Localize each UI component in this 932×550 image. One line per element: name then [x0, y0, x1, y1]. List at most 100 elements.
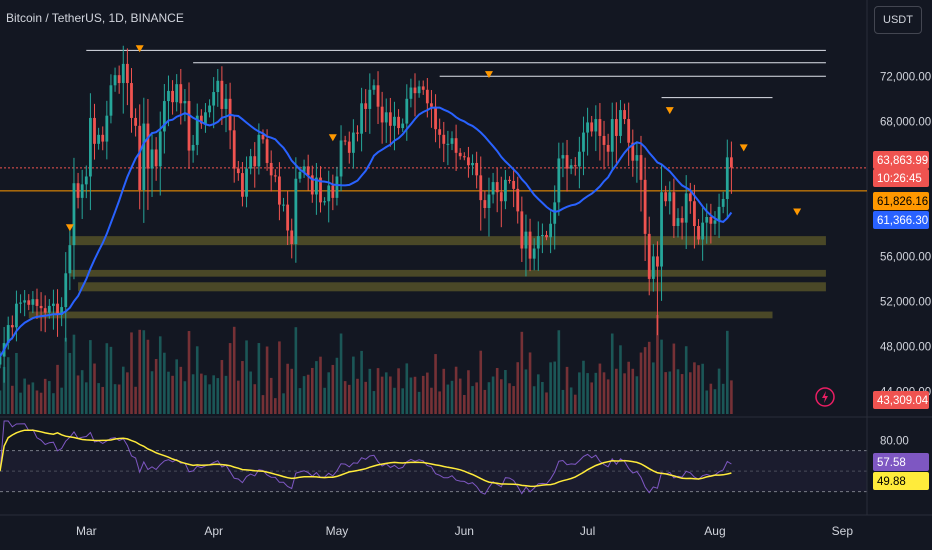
volume-bar	[713, 389, 717, 414]
candle-body	[536, 236, 540, 249]
volume-bar	[343, 381, 347, 414]
volume-bar	[512, 386, 515, 414]
volume-bar	[610, 333, 614, 414]
signal-marker	[135, 45, 144, 53]
candle-body	[249, 156, 253, 169]
volume-bar	[228, 343, 232, 414]
volume-bar	[101, 386, 105, 414]
x-axis-tick-label: May	[326, 524, 349, 538]
candle-body	[360, 103, 363, 134]
candle-body	[273, 175, 277, 177]
candle-body	[125, 63, 129, 84]
candle-body	[697, 226, 700, 240]
volume-bar	[364, 381, 368, 414]
current-price-tag: 61,826.16	[877, 196, 928, 208]
volume-bar	[269, 377, 273, 414]
volume-bar	[590, 382, 593, 414]
moving-average-tag-bg	[873, 211, 929, 229]
rsi-line	[0, 420, 732, 495]
volume-bar	[434, 354, 437, 414]
candle-body	[60, 307, 64, 315]
volume-bar	[113, 384, 117, 414]
volume-bar	[89, 340, 92, 414]
volume-bar	[11, 385, 14, 414]
y-axis-tick-label: 52,000.00	[880, 296, 931, 308]
candle-body	[236, 168, 240, 174]
volume-bar	[586, 373, 589, 414]
volume-bar	[265, 346, 269, 414]
volume-bar	[290, 368, 294, 414]
volume-bar	[397, 368, 400, 414]
volume-bar	[393, 387, 396, 414]
support-zone	[28, 311, 773, 319]
volume-bar	[602, 372, 606, 414]
volume-bar	[721, 383, 725, 414]
candle-body	[364, 103, 368, 109]
volume-bar	[105, 343, 109, 414]
volume-bar	[43, 378, 47, 414]
volume-bar	[438, 391, 441, 414]
volume-bar	[471, 386, 474, 414]
volume-bar	[121, 366, 125, 414]
candle-body	[290, 230, 294, 245]
volume-bar	[376, 368, 380, 414]
candle-body	[23, 300, 27, 303]
volume-bar	[306, 374, 310, 414]
candle-body	[310, 175, 314, 195]
candle-body	[80, 184, 84, 198]
candle-body	[343, 140, 347, 142]
volume-bar	[499, 379, 503, 414]
volume-bar	[39, 392, 43, 414]
signal-marker	[65, 224, 74, 232]
lightning-icon	[815, 387, 835, 407]
volume-bar	[619, 345, 622, 414]
x-axis-tick-label: Jun	[455, 524, 474, 538]
candle-body	[643, 179, 647, 234]
volume-bar	[705, 390, 709, 414]
volume-bar	[389, 376, 392, 414]
candle-body	[684, 193, 688, 223]
candle-body	[610, 119, 614, 152]
volume-bar	[274, 398, 277, 414]
volume-bar	[327, 372, 331, 414]
candle-body	[405, 98, 409, 124]
rsi-ma-value-tag: 49.88	[877, 476, 906, 488]
candle-body	[298, 171, 302, 179]
candle-body	[660, 192, 663, 267]
candle-body	[10, 325, 14, 328]
candle-body	[72, 183, 76, 246]
volume-price-tag: 43,309.04	[877, 395, 929, 407]
candle-body	[282, 204, 285, 206]
volume-bar	[204, 375, 207, 414]
currency-button[interactable]: USDT	[874, 6, 922, 34]
volume-bar	[536, 374, 540, 414]
countdown-tag-bg	[873, 169, 929, 187]
candle-body	[117, 75, 121, 84]
candle-body	[138, 125, 142, 190]
candle-body	[446, 143, 450, 145]
volume-bar	[697, 365, 700, 414]
rsi-ma-value-tag-bg	[873, 472, 929, 490]
candle-body	[569, 165, 573, 169]
candle-body	[208, 105, 211, 113]
volume-bar	[48, 381, 51, 414]
volume-bar	[446, 384, 450, 414]
volume-bar	[31, 382, 35, 414]
volume-bar	[154, 359, 158, 414]
chart-title: Bitcoin / TetherUS, 1D, BINANCE	[6, 11, 184, 25]
volume-bar	[27, 384, 31, 414]
candle-body	[376, 85, 380, 107]
candle-body	[121, 63, 125, 84]
volume-bar	[664, 372, 667, 414]
candle-body	[368, 89, 372, 109]
volume-bar	[150, 371, 154, 414]
candle-body	[635, 155, 639, 161]
volume-bar	[241, 361, 244, 414]
candle-body	[614, 119, 618, 136]
candle-body	[401, 123, 405, 129]
candle-body	[606, 144, 610, 152]
volume-bar	[405, 363, 409, 414]
candle-body	[52, 303, 55, 306]
volume-bar	[672, 343, 676, 414]
